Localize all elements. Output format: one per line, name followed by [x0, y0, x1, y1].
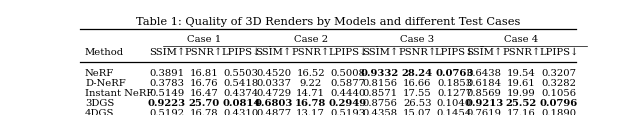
Text: Method: Method [85, 48, 124, 57]
Text: 25.70: 25.70 [188, 98, 220, 107]
Text: Instant NeRF: Instant NeRF [85, 88, 154, 97]
Text: 0.5193: 0.5193 [330, 108, 365, 115]
Text: 0.9223: 0.9223 [148, 98, 186, 107]
Text: 16.47: 16.47 [189, 88, 218, 97]
Text: 16.81: 16.81 [189, 69, 218, 78]
Text: 16.76: 16.76 [189, 78, 218, 87]
Text: 16.52: 16.52 [296, 69, 325, 78]
Text: 0.6803: 0.6803 [254, 98, 292, 107]
Text: 0.5418: 0.5418 [223, 78, 259, 87]
Text: 4DGS: 4DGS [85, 108, 115, 115]
Text: 13.17: 13.17 [296, 108, 325, 115]
Text: 0.1454: 0.1454 [436, 108, 472, 115]
Text: LPIPS↓: LPIPS↓ [539, 48, 579, 57]
Text: Case 1: Case 1 [187, 35, 221, 43]
Text: NeRF: NeRF [85, 69, 114, 78]
Text: 0.5008: 0.5008 [330, 69, 365, 78]
Text: 19.61: 19.61 [507, 78, 536, 87]
Text: Table 1: Quality of 3D Renders by Models and different Test Cases: Table 1: Quality of 3D Renders by Models… [136, 16, 520, 26]
Text: 0.5149: 0.5149 [149, 88, 184, 97]
Text: 0.8756: 0.8756 [363, 98, 397, 107]
Text: 0.4358: 0.4358 [362, 108, 397, 115]
Text: 0.1890: 0.1890 [541, 108, 576, 115]
Text: 0.3783: 0.3783 [149, 78, 184, 87]
Text: Case 2: Case 2 [294, 35, 328, 43]
Text: LPIPS↓: LPIPS↓ [221, 48, 261, 57]
Text: 0.1040: 0.1040 [437, 98, 472, 107]
Text: 0.4374: 0.4374 [223, 88, 259, 97]
Text: 3DGS: 3DGS [85, 98, 114, 107]
Text: SSIM↑: SSIM↑ [466, 48, 502, 57]
Text: 0.0796: 0.0796 [540, 98, 578, 107]
Text: 0.5192: 0.5192 [149, 108, 184, 115]
Text: 15.07: 15.07 [403, 108, 431, 115]
Text: 0.4440: 0.4440 [330, 88, 365, 97]
Text: 9.22: 9.22 [300, 78, 322, 87]
Text: PSNR↑: PSNR↑ [502, 48, 541, 57]
Text: 0.2949: 0.2949 [329, 98, 367, 107]
Text: 16.78: 16.78 [295, 98, 326, 107]
Text: 14.71: 14.71 [296, 88, 325, 97]
Text: 0.0763: 0.0763 [435, 69, 474, 78]
Text: Case 4: Case 4 [504, 35, 539, 43]
Text: 16.78: 16.78 [189, 108, 218, 115]
Text: D-NeRF: D-NeRF [85, 78, 125, 87]
Text: 19.99: 19.99 [507, 88, 536, 97]
Text: SSIM↑: SSIM↑ [148, 48, 185, 57]
Text: LPIPS↓: LPIPS↓ [435, 48, 474, 57]
Text: 0.7619: 0.7619 [467, 108, 502, 115]
Text: 16.66: 16.66 [403, 78, 431, 87]
Text: 0.8156: 0.8156 [363, 78, 397, 87]
Text: 0.4729: 0.4729 [256, 88, 291, 97]
Text: 0.0814: 0.0814 [222, 98, 260, 107]
Text: 25.52: 25.52 [506, 98, 537, 107]
Text: 28.24: 28.24 [402, 69, 433, 78]
Text: 0.1853: 0.1853 [437, 78, 472, 87]
Text: 0.4310: 0.4310 [223, 108, 259, 115]
Text: 0.4877: 0.4877 [256, 108, 291, 115]
Text: 19.54: 19.54 [507, 69, 536, 78]
Text: 0.1056: 0.1056 [541, 88, 576, 97]
Text: 0.9213: 0.9213 [465, 98, 504, 107]
Text: 0.9332: 0.9332 [361, 69, 399, 78]
Text: 0.3207: 0.3207 [541, 69, 576, 78]
Text: 26.53: 26.53 [403, 98, 431, 107]
Text: 0.3282: 0.3282 [541, 78, 576, 87]
Text: 0.8569: 0.8569 [467, 88, 502, 97]
Text: SSIM↑: SSIM↑ [362, 48, 398, 57]
Text: LPIPS↓: LPIPS↓ [328, 48, 367, 57]
Text: 0.1277: 0.1277 [437, 88, 472, 97]
Text: 17.16: 17.16 [507, 108, 536, 115]
Text: 0.6184: 0.6184 [467, 78, 502, 87]
Text: 0.5503: 0.5503 [224, 69, 259, 78]
Text: PSNR↑: PSNR↑ [185, 48, 223, 57]
Text: 0.5877: 0.5877 [330, 78, 365, 87]
Text: 17.55: 17.55 [403, 88, 431, 97]
Text: PSNR↑: PSNR↑ [398, 48, 436, 57]
Text: 0.8571: 0.8571 [362, 88, 397, 97]
Text: 0.3891: 0.3891 [149, 69, 184, 78]
Text: 0.4520: 0.4520 [256, 69, 291, 78]
Text: PSNR↑: PSNR↑ [291, 48, 330, 57]
Text: 0.6438: 0.6438 [467, 69, 502, 78]
Text: Case 3: Case 3 [400, 35, 435, 43]
Text: SSIM↑: SSIM↑ [255, 48, 292, 57]
Text: 0.0337: 0.0337 [256, 78, 291, 87]
